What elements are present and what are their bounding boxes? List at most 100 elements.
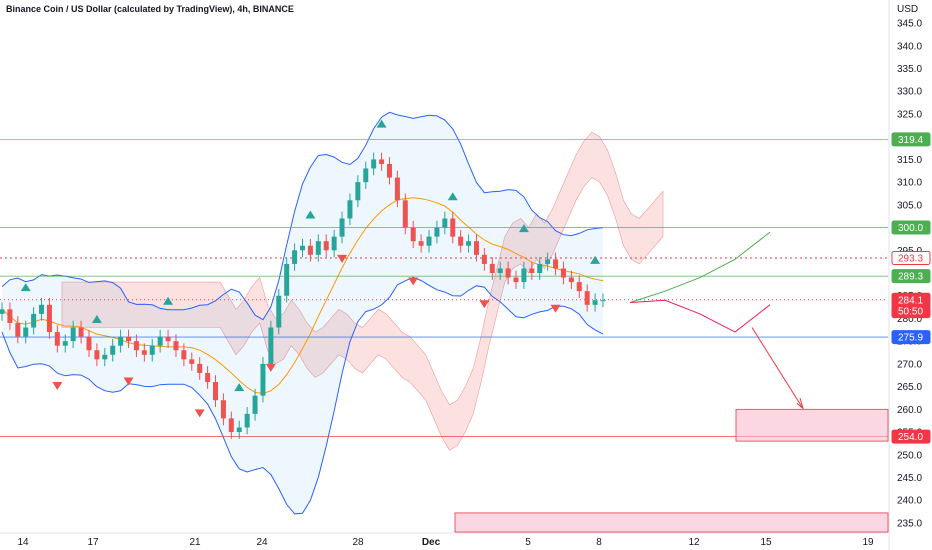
candle-body [205, 372, 211, 383]
candle-body [363, 168, 369, 183]
candle-body [402, 200, 408, 228]
price-label-text: 319.4 [898, 135, 923, 146]
chart-title: Binance Coin / US Dollar (calculated by … [6, 4, 294, 14]
buy-signal-triangle [376, 119, 387, 128]
price-label-text: 289.3 [898, 272, 923, 283]
x-tick-label: 5 [525, 537, 531, 548]
candle-body [213, 382, 219, 401]
y-tick-label: 265.0 [897, 382, 922, 393]
y-tick-label: 310.0 [897, 178, 922, 189]
candle-body [181, 350, 187, 360]
candle-body [86, 336, 92, 351]
candle-body [94, 350, 100, 360]
candle-body [244, 413, 250, 428]
price-label-text: 284.1 [898, 295, 923, 306]
candle-body [434, 227, 440, 237]
candle-body [458, 236, 464, 246]
target-arrow-line [751, 327, 803, 408]
y-tick-label: 260.0 [897, 405, 922, 416]
candle-body [110, 345, 116, 355]
x-tick-label: 17 [87, 537, 99, 548]
buy-signal-triangle [590, 255, 601, 264]
candle-body [426, 236, 432, 246]
y-tick-label: 270.0 [897, 359, 922, 370]
candle-body [165, 336, 171, 342]
candle-body [102, 354, 108, 360]
candle-body [473, 241, 479, 255]
candle-body [220, 400, 226, 419]
price-label-box [891, 304, 931, 319]
buy-signal-triangle [163, 296, 174, 305]
currency-label[interactable]: USD [897, 4, 919, 15]
candle-body [553, 259, 559, 269]
candle-body [418, 241, 424, 246]
candle-body [276, 295, 282, 328]
y-tick-label: 305.0 [897, 200, 922, 211]
candle-body [584, 291, 590, 305]
candle-body [197, 363, 203, 373]
bull-projection-path [629, 231, 771, 304]
bear-projection-path [629, 299, 771, 333]
candle-body [315, 241, 321, 255]
candle-body [78, 327, 84, 337]
buy-signal-triangle [447, 192, 458, 201]
candle-body [489, 263, 495, 273]
candle-body [339, 218, 345, 237]
sell-signal-triangle [479, 300, 490, 309]
candle-body [347, 200, 353, 219]
price-label-text: 254.0 [898, 432, 923, 443]
y-tick-label: 235.0 [897, 518, 922, 529]
bollinger-fill [2, 112, 603, 514]
price-label-box [891, 330, 931, 345]
candle-body [442, 218, 448, 228]
candle-body [268, 327, 274, 364]
price-label-text: 300.0 [898, 223, 923, 234]
buy-signal-triangle [305, 210, 316, 219]
sell-signal-triangle [550, 304, 561, 313]
candle-body [529, 268, 535, 273]
candle-body [23, 327, 29, 337]
x-tick-label: 14 [17, 537, 29, 548]
candle-body [371, 159, 377, 169]
candle-body [379, 159, 385, 164]
x-tick-label: 19 [862, 537, 874, 548]
x-tick-label: 15 [760, 537, 772, 548]
price-label-box [891, 220, 931, 235]
price-label-text: 50:50 [898, 307, 923, 318]
candle-body [118, 336, 124, 346]
candle-body [481, 254, 487, 264]
y-tick-label: 335.0 [897, 64, 922, 75]
candle-body [173, 341, 179, 351]
candle-body [189, 359, 195, 364]
candle-body [513, 277, 519, 283]
x-tick-label: 28 [352, 537, 364, 548]
candle-body [450, 218, 456, 237]
y-tick-label: 280.0 [897, 314, 922, 325]
x-tick-label: 12 [688, 537, 700, 548]
price-label-box [891, 251, 931, 266]
candle-body [62, 341, 68, 346]
candle-body [545, 259, 551, 264]
buy-signal-triangle [91, 314, 102, 323]
candle-body [236, 427, 242, 433]
price-label-box [891, 269, 931, 284]
target-zone [735, 408, 889, 442]
candle-body [149, 345, 155, 355]
price-label-box [891, 429, 931, 444]
x-tick-label: 8 [596, 537, 602, 548]
candle-body [592, 300, 598, 305]
buy-signal-triangle [234, 383, 245, 392]
candle-body [331, 236, 337, 251]
candle-body [54, 332, 60, 346]
candle-body [323, 241, 329, 251]
candle-body [0, 309, 5, 314]
candle-body [252, 395, 258, 414]
candle-body [228, 418, 234, 433]
candle-body [260, 363, 266, 396]
candle-body [537, 263, 543, 273]
candle-body [31, 313, 37, 328]
y-tick-label: 345.0 [897, 19, 922, 30]
candle-body [505, 268, 511, 278]
y-tick-label: 315.0 [897, 155, 922, 166]
